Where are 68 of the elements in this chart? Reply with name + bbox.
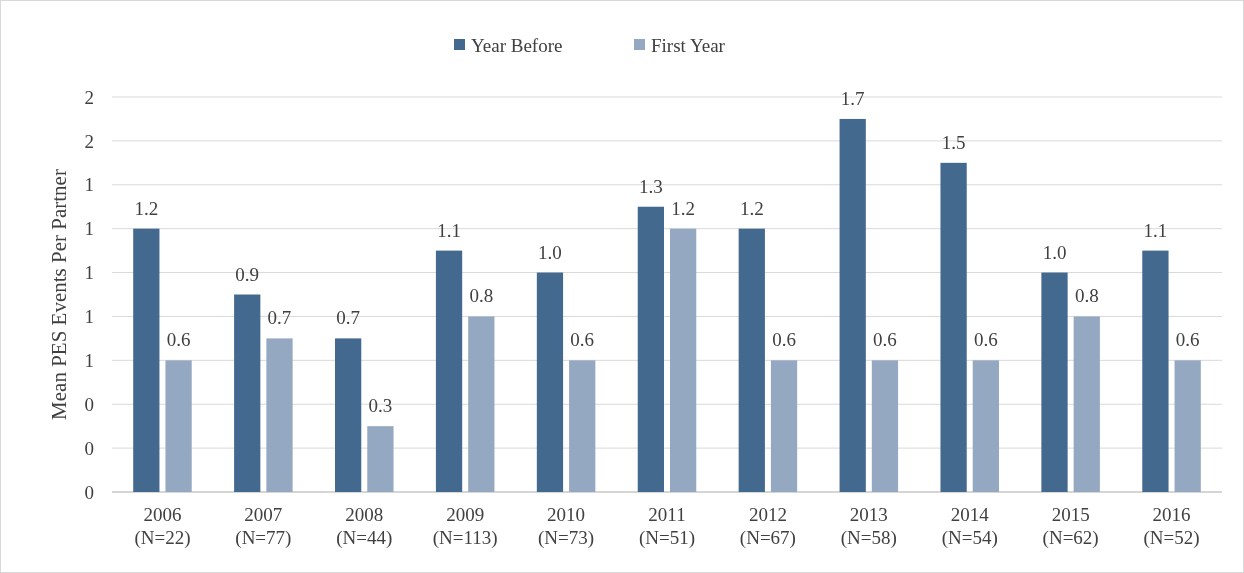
data-label: 1.7 [840,87,865,109]
bar [1073,316,1100,492]
data-label: 1.1 [437,219,461,241]
bar [839,118,866,492]
bar [569,360,596,492]
bar [940,162,967,492]
legend-label: Year Before [471,34,563,56]
y-tick-label: 1 [84,218,94,240]
bar [435,250,463,492]
x-tick-label: 2013 (N=58) [840,504,897,549]
data-label: 0.6 [1175,329,1200,351]
bar [972,360,999,492]
y-tick-label: 0 [84,437,94,459]
data-label: 0.6 [873,329,897,351]
data-label: 1.5 [941,131,966,153]
data-label: 1.2 [134,197,159,219]
data-label: 0.8 [1074,285,1099,307]
data-label: 0.6 [973,329,998,351]
data-label: 0.8 [469,285,494,307]
data-label: 0.6 [166,329,191,351]
y-tick-label: 2 [84,86,94,108]
y-tick-label: 0 [84,393,94,415]
y-tick-label: 1 [84,349,94,371]
bar [367,426,394,492]
data-label: 0.7 [267,307,292,329]
x-tick-label: 2014 (N=54) [941,504,998,549]
bar [165,360,192,492]
x-tick-label: 2016 (N=52) [1143,504,1200,549]
data-label: 1.3 [638,175,663,197]
data-label: 1.1 [1143,219,1168,241]
x-tick-label: 2015 (N=62) [1042,504,1099,549]
data-label: 0.6 [570,329,595,351]
data-label: 0.6 [772,329,796,351]
bar [738,228,765,492]
x-tick-label: 2007 (N=77) [235,504,292,549]
bar [266,338,293,492]
bar [468,316,495,492]
x-tick-label: 2012 (N=67) [739,504,796,549]
data-label: 1.0 [538,241,562,263]
legend-label: First Year [651,34,726,56]
data-label: 1.0 [1042,241,1067,263]
bar [234,294,261,492]
data-label: 0.3 [368,395,393,417]
bar [637,206,664,492]
bar [335,338,362,492]
bar [770,360,798,492]
y-axis-title: Mean PES Events Per Partner [47,169,71,420]
bar [536,272,564,492]
y-tick-label: 1 [84,262,94,284]
bar [871,360,899,492]
y-tick-label: 1 [84,174,94,196]
x-tick-label: 2006 (N=22) [134,504,191,549]
data-label: 0.9 [235,263,260,285]
x-tick-label: 2010 (N=73) [538,504,595,549]
bar [670,228,697,492]
bar [1174,360,1201,492]
data-label: 1.2 [671,197,696,219]
y-tick-label: 1 [84,306,94,328]
x-tick-label: 2008 (N=44) [336,504,393,549]
data-label: 0.7 [336,307,361,329]
data-label: 1.2 [739,197,764,219]
y-tick-label: 2 [84,130,94,152]
y-tick-label: 0 [84,481,94,503]
bar [1142,250,1169,492]
x-tick-label: 2009 (N=113) [432,504,498,549]
x-tick-label: 2011 (N=51) [638,504,696,549]
bar [1041,272,1068,492]
bar [133,228,160,492]
